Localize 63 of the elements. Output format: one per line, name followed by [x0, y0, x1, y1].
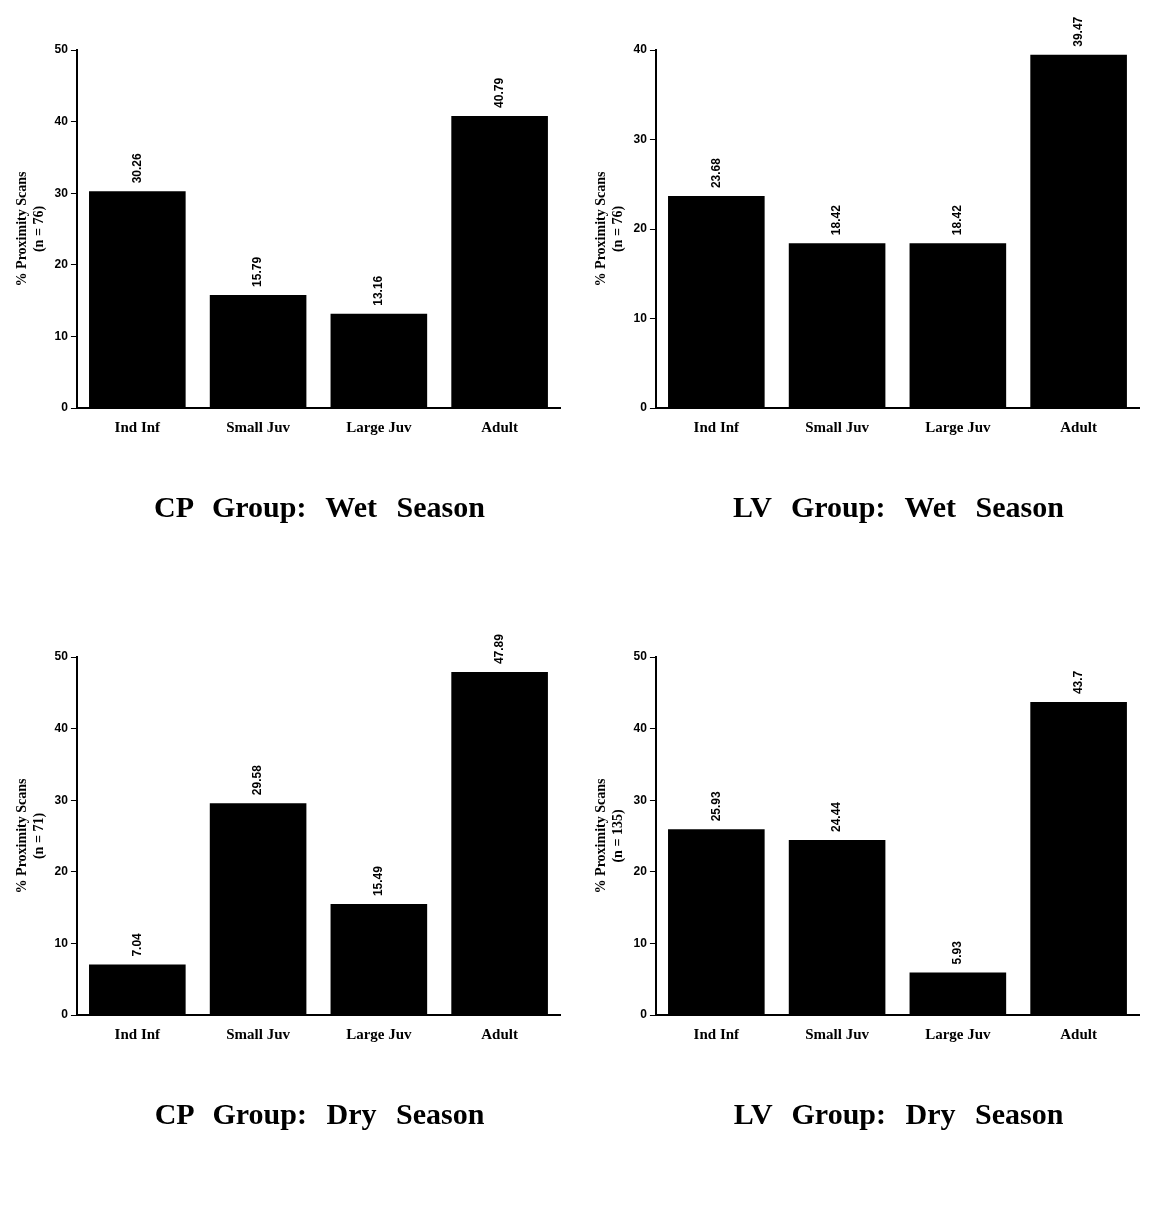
x-tick-label: Adult	[481, 1025, 518, 1042]
x-tick-label: Small Juv	[226, 418, 291, 435]
data-label: 25.93	[708, 790, 723, 822]
data-label: 43.7	[1070, 670, 1085, 695]
x-tick-label: Ind Inf	[114, 418, 162, 435]
x-tick-label: Ind Inf	[693, 418, 741, 435]
data-label: 29.58	[250, 764, 265, 796]
data-label: 24.44	[829, 801, 844, 833]
y-tick-label: 40	[54, 113, 69, 128]
y-tick-label: 0	[61, 1007, 69, 1022]
y-tick-label: 50	[633, 649, 648, 664]
data-label: 40.79	[491, 77, 506, 108]
x-tick-label: Large Juv	[925, 1025, 992, 1042]
y-tick-label: 20	[633, 221, 648, 236]
x-tick-label: Adult	[1060, 418, 1097, 435]
data-label: 47.89	[491, 633, 506, 665]
data-label: 18.42	[950, 204, 965, 236]
y-tick-label: 20	[54, 864, 69, 879]
y-axis-title: % Proximity Scans (n = 76)	[593, 171, 626, 287]
y-tick-label: 40	[633, 42, 648, 57]
y-tick-label: 10	[633, 935, 648, 950]
y-tick-label: 40	[54, 720, 69, 735]
text: CP Group: Wet Season	[153, 490, 486, 524]
data-label: 5.93	[950, 940, 965, 965]
y-tick-label: 50	[54, 42, 69, 57]
y-axis-title: % Proximity Scans (n = 135)	[593, 778, 626, 894]
y-tick-label: 10	[54, 935, 69, 950]
y-tick-label: 30	[54, 792, 69, 807]
x-tick-label: Adult	[1060, 1025, 1097, 1042]
y-axis-title: % Proximity Scans (n = 76)	[14, 171, 47, 287]
x-tick-label: Large Juv	[346, 1025, 413, 1042]
y-tick-label: 30	[633, 131, 648, 146]
data-label: 18.42	[829, 204, 844, 236]
x-tick-label: Large Juv	[346, 418, 413, 435]
y-tick-label: 0	[640, 400, 648, 415]
y-tick-label: 50	[54, 649, 69, 664]
x-tick-label: Ind Inf	[693, 1025, 741, 1042]
y-tick-label: 30	[54, 185, 69, 200]
data-label: 13.16	[371, 275, 386, 306]
y-tick-label: 10	[633, 310, 648, 325]
x-tick-label: Large Juv	[925, 418, 992, 435]
data-label: 39.47	[1070, 16, 1085, 47]
data-label: 23.68	[708, 157, 723, 189]
y-tick-label: 0	[640, 1007, 648, 1022]
x-tick-label: Adult	[481, 418, 518, 435]
data-label: 30.26	[129, 152, 144, 184]
x-tick-label: Small Juv	[805, 1025, 870, 1042]
y-tick-label: 10	[54, 328, 69, 343]
text: LV Group: Dry Season	[732, 1097, 1065, 1131]
y-tick-label: 40	[633, 720, 648, 735]
data-label: 15.49	[371, 865, 386, 897]
y-tick-label: 0	[61, 400, 69, 415]
x-tick-label: Ind Inf	[114, 1025, 162, 1042]
data-label: 15.79	[250, 256, 265, 287]
x-tick-label: Small Juv	[805, 418, 870, 435]
y-axis-title: % Proximity Scans (n = 71)	[14, 778, 47, 894]
text: CP Group: Dry Season	[153, 1097, 486, 1131]
data-label: 7.04	[129, 932, 144, 957]
y-tick-label: 20	[633, 864, 648, 879]
text: LV Group: Wet Season	[732, 490, 1065, 524]
y-tick-label: 30	[633, 792, 648, 807]
x-tick-label: Small Juv	[226, 1025, 291, 1042]
y-tick-label: 20	[54, 257, 69, 272]
